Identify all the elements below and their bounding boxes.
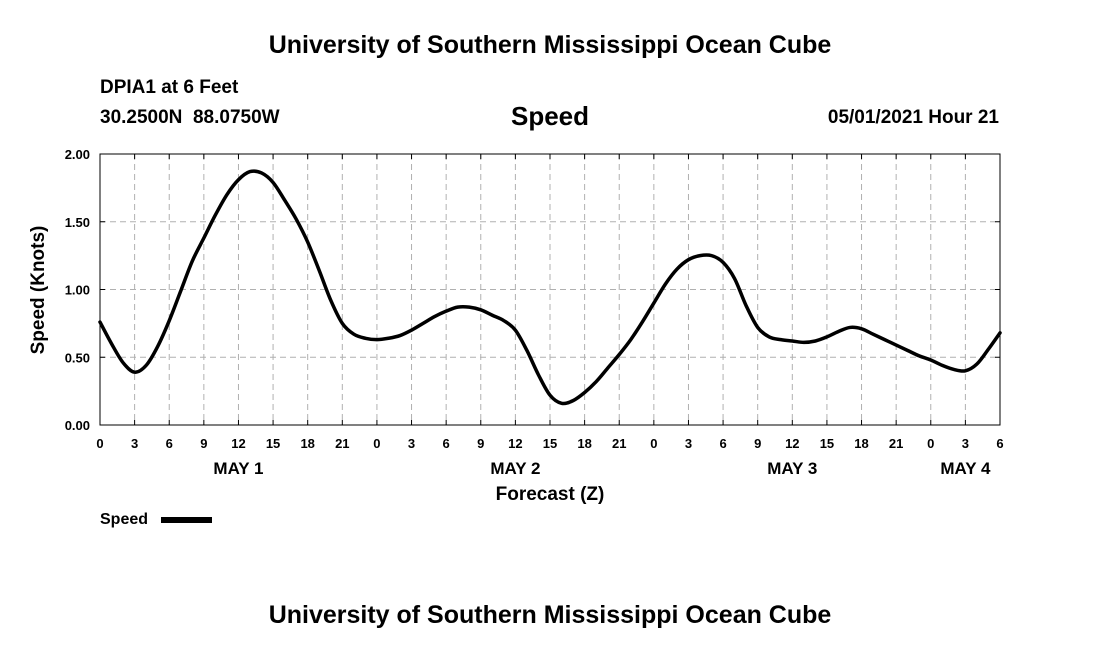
x-tick-label: 9 [477,436,484,451]
x-tick-label: 21 [889,436,903,451]
x-tick-label: 0 [96,436,103,451]
x-tick-label: 3 [962,436,969,451]
x-tick-label: 15 [543,436,557,451]
series-layer [98,169,1002,406]
y-tick-label: 1.00 [65,283,90,298]
x-tick-label: 12 [508,436,522,451]
day-label: MAY 2 [490,459,540,478]
grid [100,154,1000,425]
y-tick-label: 2.00 [65,147,90,162]
legend-swatch [161,517,212,523]
chart-title-bottom: University of Southern Mississippi Ocean… [268,601,832,629]
plot-title: Speed [510,101,590,131]
station-coordinates: 30.2500N 88.0750W [100,107,280,128]
station-label: DPIA1 at 6 Feet [100,77,239,98]
x-tick-label: 21 [335,436,349,451]
x-tick-label: 21 [612,436,626,451]
x-tick-label: 3 [131,436,138,451]
x-tick-label: 6 [996,436,1003,451]
x-tick-label: 15 [820,436,834,451]
x-tick-label: 6 [443,436,450,451]
x-tick-label: 0 [373,436,380,451]
day-label: MAY 1 [213,459,263,478]
x-tick-label: 9 [754,436,761,451]
x-tick-label: 18 [854,436,868,451]
x-tick-label: 9 [200,436,207,451]
x-tick-label: 6 [719,436,726,451]
x-axis-title: Forecast (Z) [496,484,605,505]
x-tick-label: 12 [785,436,799,451]
legend: Speed [100,511,212,528]
y-tick-label: 0.00 [65,418,90,433]
day-label: MAY 4 [940,459,991,478]
x-tick-label: 18 [577,436,591,451]
x-tick-label: 12 [231,436,245,451]
x-tick-label: 3 [408,436,415,451]
y-tick-label: 1.50 [65,215,90,230]
legend-label: Speed [100,511,148,528]
x-tick-label: 18 [300,436,314,451]
x-tick-label: 0 [927,436,934,451]
x-tick-label: 6 [166,436,173,451]
y-axis-title: Speed (Knots) [28,226,49,355]
day-label: MAY 3 [767,459,817,478]
forecast-datetime: 05/01/2021 Hour 21 [827,107,999,128]
x-tick-label: 3 [685,436,692,451]
speed-series-line [98,169,1002,406]
chart-title-top: University of Southern Mississippi Ocean… [268,31,832,59]
y-tick-label: 0.50 [65,350,90,365]
axis-ticks: 0 3 6 9 12 15 18 21 0 3 6 9 12 15 18 21 0 3 6 9 12 15 18 21 0 3 6 0… [65,147,1004,478]
x-tick-label: 0 [650,436,657,451]
x-tick-label: 15 [266,436,280,451]
